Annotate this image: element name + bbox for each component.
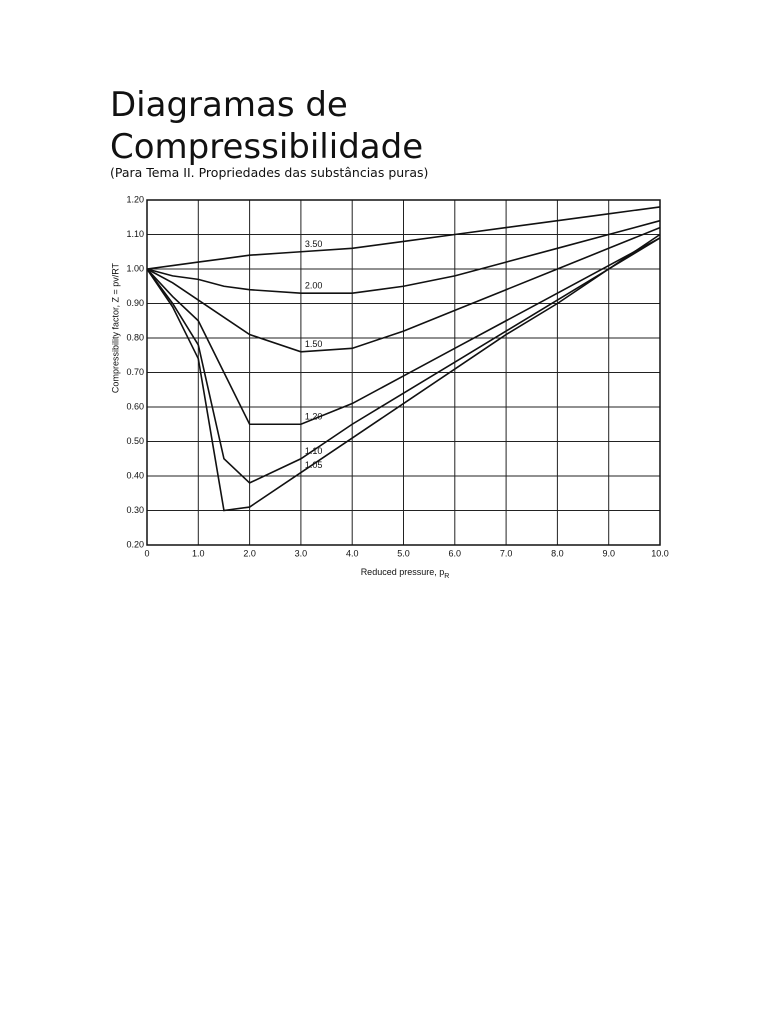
x-tick-label: 5.0 bbox=[397, 548, 410, 558]
curve-label: 1.05 bbox=[305, 460, 323, 470]
curve-label: 1.50 bbox=[305, 339, 323, 349]
x-tick-label: 9.0 bbox=[602, 548, 615, 558]
y-tick-label: 1.00 bbox=[126, 263, 144, 273]
y-tick-label: 0.70 bbox=[126, 367, 144, 377]
isotherm-line bbox=[146, 226, 661, 353]
isotherm-line bbox=[146, 219, 661, 294]
y-tick-label: 0.80 bbox=[126, 332, 144, 342]
title-line: Compressibilidade bbox=[110, 127, 424, 167]
y-tick-label: 0.50 bbox=[126, 436, 144, 446]
isotherm-line bbox=[146, 237, 661, 426]
x-tick-label: 6.0 bbox=[449, 548, 462, 558]
title-line: Diagramas de bbox=[110, 85, 348, 125]
y-tick-label: 0.20 bbox=[126, 539, 144, 549]
title: Diagramas de Compressibilidade bbox=[110, 84, 423, 168]
curve-label: 1.20 bbox=[305, 412, 323, 422]
subtitle: (Para Tema II. Propriedades das substânc… bbox=[110, 165, 429, 180]
y-axis-label: Compressibility factor, Z = pv/RT bbox=[110, 262, 120, 393]
y-tick-label: 0.40 bbox=[126, 470, 144, 480]
plot-frame bbox=[146, 199, 661, 546]
isotherm-line bbox=[146, 237, 661, 484]
x-tick-label: 1.0 bbox=[192, 548, 205, 558]
y-tick-label: 0.30 bbox=[126, 505, 144, 515]
x-tick-label: 7.0 bbox=[500, 548, 513, 558]
isotherm-line bbox=[146, 206, 661, 270]
curve-label: 3.50 bbox=[305, 239, 323, 249]
x-tick-label: 0 bbox=[144, 548, 149, 558]
x-tick-label: 2.0 bbox=[243, 548, 256, 558]
curve-label: 1.10 bbox=[305, 446, 323, 456]
y-tick-label: 1.10 bbox=[126, 229, 144, 239]
x-label-subscript: R bbox=[444, 573, 449, 580]
y-tick-label: 0.90 bbox=[126, 298, 144, 308]
y-tick-label: 1.20 bbox=[126, 194, 144, 204]
chart: Reduced pressure, pR Compressibility fac… bbox=[110, 194, 669, 579]
curve-label: 2.00 bbox=[305, 281, 323, 291]
x-axis-label: Reduced pressure, pR bbox=[361, 567, 450, 579]
x-label-text: Reduced pressure, p bbox=[361, 567, 445, 577]
x-tick-label: 10.0 bbox=[651, 548, 669, 558]
x-tick-label: 3.0 bbox=[295, 548, 308, 558]
x-tick-label: 8.0 bbox=[551, 548, 564, 558]
isotherm-line bbox=[146, 233, 661, 512]
x-tick-label: 4.0 bbox=[346, 548, 359, 558]
y-tick-label: 0.60 bbox=[126, 401, 144, 411]
